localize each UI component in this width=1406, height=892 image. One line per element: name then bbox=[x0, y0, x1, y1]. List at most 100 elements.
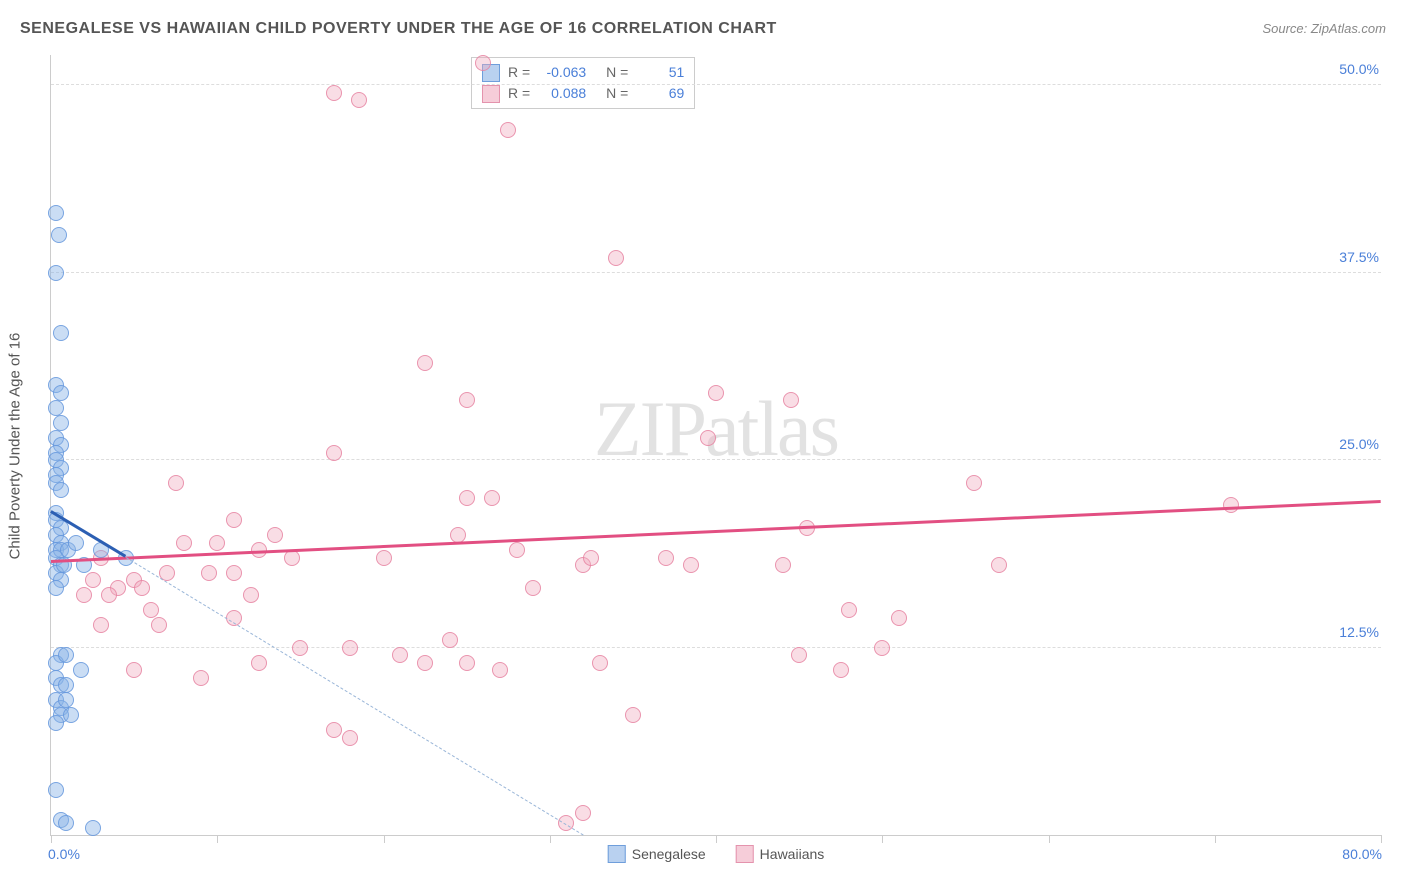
data-point-hawaiians bbox=[592, 655, 608, 671]
data-point-senegalese bbox=[68, 535, 84, 551]
data-point-hawaiians bbox=[143, 602, 159, 618]
x-axis-max-label: 80.0% bbox=[1342, 846, 1382, 862]
data-point-hawaiians bbox=[509, 542, 525, 558]
data-point-hawaiians bbox=[525, 580, 541, 596]
data-point-hawaiians bbox=[126, 662, 142, 678]
data-point-senegalese bbox=[51, 227, 67, 243]
data-point-hawaiians bbox=[101, 587, 117, 603]
data-point-hawaiians bbox=[93, 617, 109, 633]
data-point-hawaiians bbox=[193, 670, 209, 686]
data-point-hawaiians bbox=[201, 565, 217, 581]
data-point-hawaiians bbox=[292, 640, 308, 656]
data-point-senegalese bbox=[63, 707, 79, 723]
data-point-hawaiians bbox=[342, 730, 358, 746]
data-point-senegalese bbox=[48, 265, 64, 281]
data-point-hawaiians bbox=[326, 85, 342, 101]
data-point-hawaiians bbox=[708, 385, 724, 401]
data-point-hawaiians bbox=[326, 722, 342, 738]
data-point-senegalese bbox=[53, 385, 69, 401]
swatch-hawaiians bbox=[482, 85, 500, 103]
data-point-hawaiians bbox=[267, 527, 283, 543]
data-point-hawaiians bbox=[134, 580, 150, 596]
y-tick-label: 50.0% bbox=[1335, 61, 1383, 77]
x-tick bbox=[1215, 835, 1216, 843]
data-point-hawaiians bbox=[791, 647, 807, 663]
data-point-senegalese bbox=[48, 205, 64, 221]
x-tick bbox=[1381, 835, 1382, 843]
trend-extrapolation-senegalese bbox=[126, 557, 584, 835]
data-point-hawaiians bbox=[833, 662, 849, 678]
data-point-hawaiians bbox=[176, 535, 192, 551]
x-tick bbox=[51, 835, 52, 843]
legend-item-senegalese: Senegalese bbox=[608, 845, 706, 863]
data-point-hawaiians bbox=[608, 250, 624, 266]
data-point-senegalese bbox=[53, 415, 69, 431]
data-point-senegalese bbox=[58, 647, 74, 663]
source-credit: Source: ZipAtlas.com bbox=[1262, 21, 1386, 36]
gridline bbox=[51, 647, 1381, 648]
data-point-hawaiians bbox=[209, 535, 225, 551]
data-point-senegalese bbox=[58, 692, 74, 708]
trend-line-hawaiians bbox=[51, 500, 1381, 562]
data-point-hawaiians bbox=[442, 632, 458, 648]
data-point-hawaiians bbox=[459, 490, 475, 506]
data-point-hawaiians bbox=[891, 610, 907, 626]
data-point-hawaiians bbox=[991, 557, 1007, 573]
data-point-hawaiians bbox=[874, 640, 890, 656]
data-point-senegalese bbox=[85, 820, 101, 836]
data-point-hawaiians bbox=[1223, 497, 1239, 513]
data-point-hawaiians bbox=[417, 655, 433, 671]
gridline bbox=[51, 272, 1381, 273]
data-point-hawaiians bbox=[417, 355, 433, 371]
gridline bbox=[51, 84, 1381, 85]
data-point-hawaiians bbox=[376, 550, 392, 566]
data-point-senegalese bbox=[73, 662, 89, 678]
data-point-senegalese bbox=[48, 400, 64, 416]
gridline bbox=[51, 459, 1381, 460]
data-point-hawaiians bbox=[783, 392, 799, 408]
data-point-hawaiians bbox=[284, 550, 300, 566]
data-point-hawaiians bbox=[76, 587, 92, 603]
data-point-hawaiians bbox=[841, 602, 857, 618]
y-axis-title: Child Poverty Under the Age of 16 bbox=[7, 333, 24, 560]
data-point-hawaiians bbox=[151, 617, 167, 633]
stats-legend-box: R = -0.063 N = 51 R = 0.088 N = 69 bbox=[471, 57, 695, 109]
x-tick bbox=[882, 835, 883, 843]
data-point-hawaiians bbox=[459, 392, 475, 408]
data-point-hawaiians bbox=[226, 565, 242, 581]
x-tick bbox=[1049, 835, 1050, 843]
data-point-hawaiians bbox=[351, 92, 367, 108]
x-tick bbox=[550, 835, 551, 843]
data-point-senegalese bbox=[58, 677, 74, 693]
data-point-hawaiians bbox=[226, 512, 242, 528]
data-point-senegalese bbox=[48, 580, 64, 596]
data-point-hawaiians bbox=[500, 122, 516, 138]
x-axis-min-label: 0.0% bbox=[48, 846, 80, 862]
data-point-hawaiians bbox=[658, 550, 674, 566]
data-point-senegalese bbox=[53, 325, 69, 341]
stats-row-hawaiians: R = 0.088 N = 69 bbox=[482, 83, 684, 104]
data-point-hawaiians bbox=[575, 805, 591, 821]
data-point-hawaiians bbox=[625, 707, 641, 723]
scatter-plot-area: ZIPatlas R = -0.063 N = 51 R = 0.088 N =… bbox=[50, 55, 1381, 836]
data-point-hawaiians bbox=[326, 445, 342, 461]
swatch-senegalese bbox=[608, 845, 626, 863]
x-tick bbox=[217, 835, 218, 843]
data-point-hawaiians bbox=[484, 490, 500, 506]
data-point-hawaiians bbox=[492, 662, 508, 678]
data-point-hawaiians bbox=[342, 640, 358, 656]
data-point-hawaiians bbox=[583, 550, 599, 566]
y-tick-label: 37.5% bbox=[1335, 249, 1383, 265]
data-point-senegalese bbox=[48, 782, 64, 798]
x-tick bbox=[384, 835, 385, 843]
chart-title: SENEGALESE VS HAWAIIAN CHILD POVERTY UND… bbox=[20, 20, 777, 38]
stats-row-senegalese: R = -0.063 N = 51 bbox=[482, 62, 684, 83]
data-point-hawaiians bbox=[392, 647, 408, 663]
data-point-hawaiians bbox=[251, 655, 267, 671]
x-tick bbox=[716, 835, 717, 843]
data-point-hawaiians bbox=[700, 430, 716, 446]
data-point-hawaiians bbox=[85, 572, 101, 588]
legend-item-hawaiians: Hawaiians bbox=[736, 845, 825, 863]
data-point-hawaiians bbox=[966, 475, 982, 491]
series-legend: Senegalese Hawaiians bbox=[608, 845, 825, 863]
